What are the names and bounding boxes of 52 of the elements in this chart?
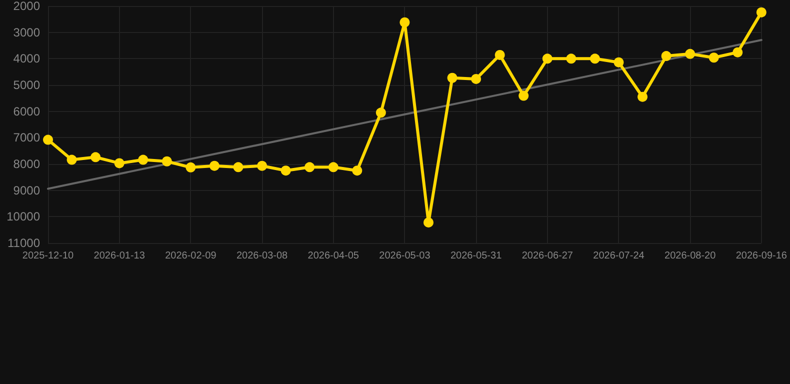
x-tick-label: 2026-02-09 [165,250,217,262]
x-tick-label: 2026-08-20 [664,250,716,262]
point [328,162,338,172]
point [257,160,268,171]
point [518,90,529,101]
point [661,51,672,62]
point [590,54,600,64]
x-tick-label: 2026-09-16 [736,250,788,262]
point [352,166,362,176]
point [424,217,434,228]
y-tick-label: 11000 [8,236,40,250]
point [233,162,244,172]
y-tick-label: 9000 [13,183,40,198]
y-tick-label: 5000 [13,78,40,92]
point [114,158,124,168]
point [638,92,648,102]
point [708,52,719,63]
point [614,57,624,68]
y-tick-label: 8000 [13,157,40,171]
point [376,108,386,118]
x-tick-label: 2026-05-03 [379,250,431,262]
point [43,134,53,145]
point [542,54,552,64]
point [566,54,576,64]
y-tick-label: 6000 [13,104,40,118]
y-tick-label: 4000 [13,52,40,66]
point [447,72,458,83]
x-tick-label: 2026-01-13 [94,250,146,262]
point [471,74,482,84]
x-tick-label: 2026-06-27 [522,250,574,262]
point [756,7,766,18]
point [400,17,410,28]
point [66,154,77,165]
point [685,48,696,59]
point [280,166,291,176]
x-tick-label: 2026-07-24 [593,250,645,262]
x-tick-label: 2026-04-05 [308,250,360,262]
y-tick-label: 3000 [13,25,40,40]
y-tick-label: 10000 [6,210,40,224]
point [209,160,220,171]
point [138,154,148,165]
point [162,156,172,166]
x-tick-label: 2025-12-10 [22,250,74,262]
y-tick-label: 7000 [13,130,40,145]
x-tick-label: 2026-03-08 [236,250,288,262]
point [494,50,505,60]
point [732,47,743,58]
y-tick-label: 2000 [13,0,40,13]
x-tick-label: 2026-05-31 [450,250,502,262]
point [304,162,315,172]
point [186,162,196,172]
point [90,152,101,162]
